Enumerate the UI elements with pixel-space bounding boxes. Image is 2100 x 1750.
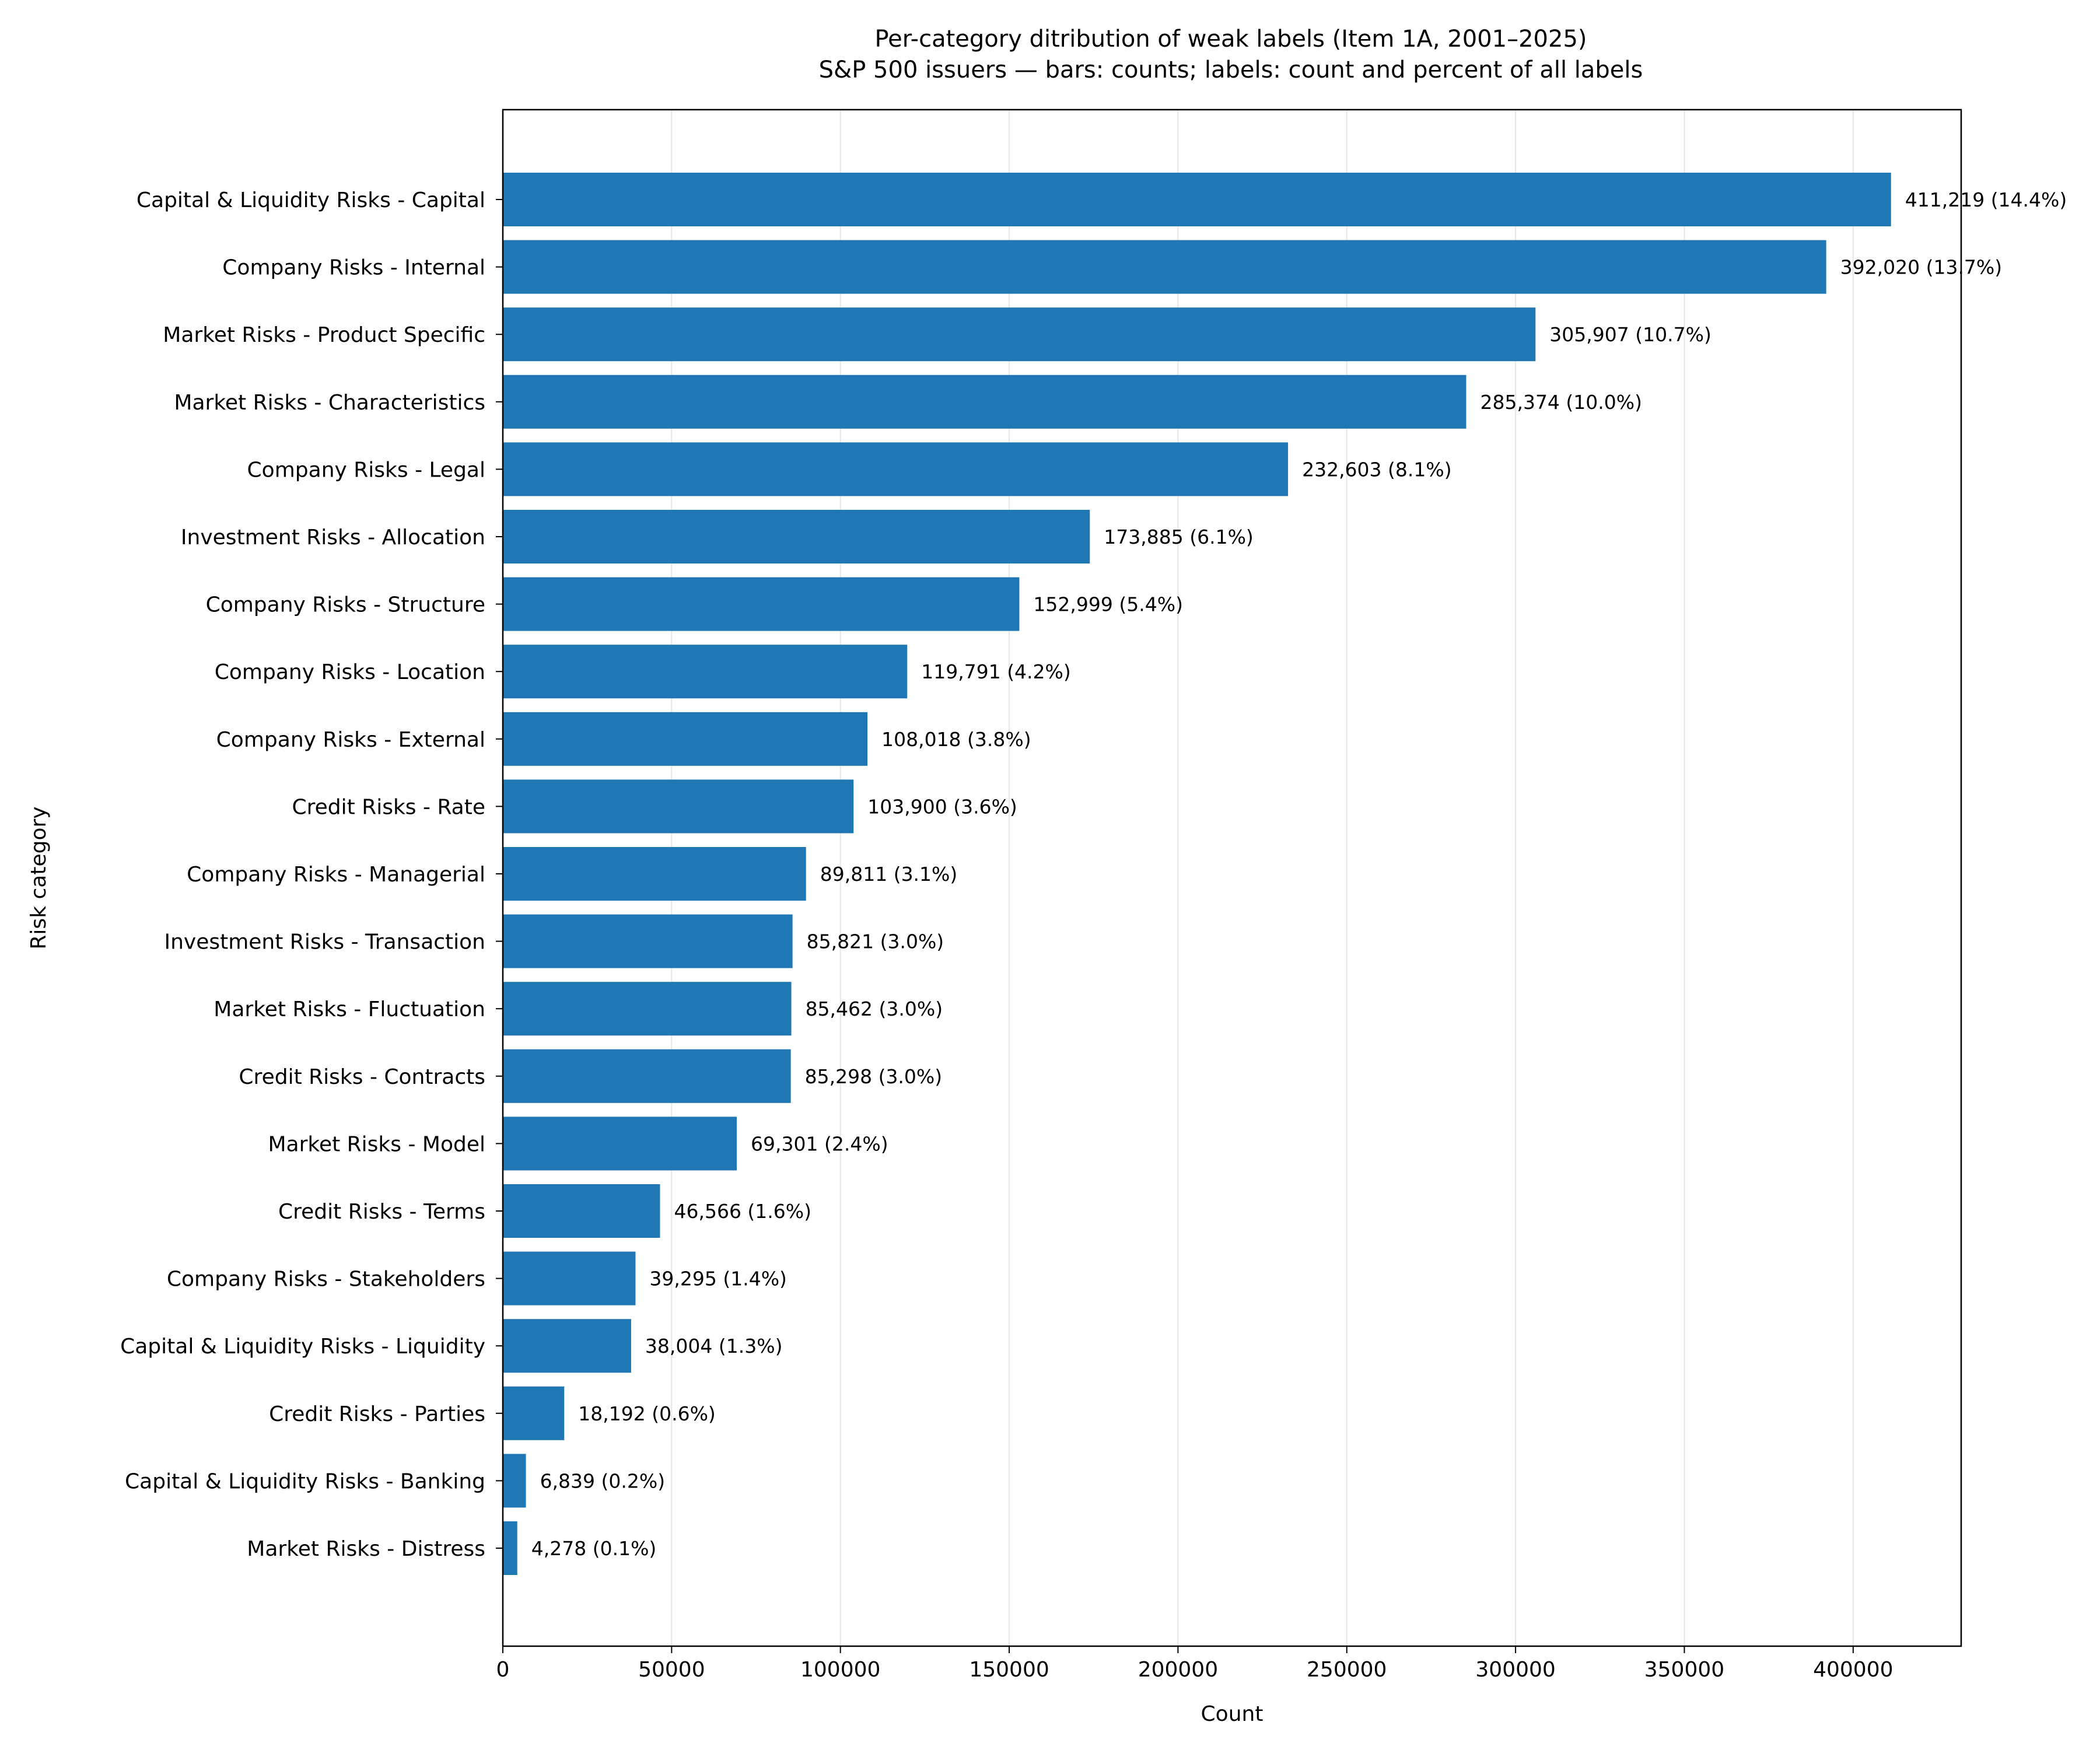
x-tick-label: 400000: [1813, 1658, 1893, 1682]
data-label: 18,192 (0.6%): [578, 1402, 716, 1425]
data-label: 103,900 (3.6%): [867, 795, 1017, 818]
bar: [503, 307, 1536, 362]
bar: [503, 240, 1826, 294]
y-tick-label: Market Risks - Distress: [247, 1537, 485, 1561]
y-tick-label: Investment Risks - Allocation: [181, 526, 485, 550]
y-tick-label: Credit Risks - Contracts: [239, 1065, 485, 1089]
data-label: 46,566 (1.6%): [674, 1200, 811, 1223]
plot-frame: [502, 108, 1962, 1647]
y-tick-label: Capital & Liquidity Risks - Banking: [125, 1469, 485, 1493]
bar: [503, 1251, 636, 1306]
bar: [503, 712, 868, 766]
y-tick-labels: Capital & Liquidity Risks - Capital Compa…: [120, 188, 503, 1561]
bar: [503, 779, 854, 834]
bar: [503, 982, 792, 1036]
data-label: 38,004 (1.3%): [645, 1335, 783, 1357]
x-tick-label: 200000: [1138, 1658, 1218, 1682]
bar: [503, 1521, 517, 1575]
data-label: 392,020 (13.7%): [1840, 256, 2003, 279]
y-tick-label: Market Risks - Product Specific: [163, 323, 485, 347]
bar: [503, 1116, 737, 1171]
x-tick-label: 150000: [969, 1658, 1049, 1682]
bar: [503, 374, 1466, 429]
y-tick-label: Market Risks - Fluctuation: [214, 998, 485, 1021]
bar: [503, 645, 908, 699]
y-tick-label: Credit Risks - Rate: [292, 795, 485, 819]
x-axis-label: Count: [1201, 1702, 1264, 1726]
bar: [503, 510, 1090, 564]
y-tick-label: Company Risks - Internal: [222, 256, 485, 280]
data-label: 4,278 (0.1%): [531, 1537, 657, 1560]
data-label: 108,018 (3.8%): [881, 728, 1031, 751]
data-label: 119,791 (4.2%): [921, 660, 1071, 683]
y-tick-label: Capital & Liquidity Risks - Capital: [136, 188, 485, 212]
y-tick-label: Capital & Liquidity Risks - Liquidity: [120, 1335, 485, 1359]
y-tick-label: Company Risks - Structure: [206, 593, 485, 617]
x-tick-label: 300000: [1475, 1658, 1555, 1682]
y-tick-label: Company Risks - Stakeholders: [167, 1268, 485, 1292]
y-axis-label: Risk category: [27, 806, 51, 949]
y-tick-label: Company Risks - Legal: [247, 458, 485, 482]
data-labels: 411,219 (14.4%) 392,020 (13.7%) 305,907 (1…: [531, 188, 2067, 1560]
y-tick-label: Market Risks - Model: [268, 1132, 485, 1156]
bars: [503, 173, 1891, 1575]
data-label: 85,298 (3.0%): [805, 1065, 943, 1088]
bar: [503, 1184, 660, 1238]
data-label: 69,301 (2.4%): [751, 1132, 888, 1155]
bar: [503, 1049, 791, 1103]
x-tick-label: 350000: [1644, 1658, 1724, 1682]
data-label: 305,907 (10.7%): [1549, 323, 1712, 346]
y-tick-label: Company Risks - Location: [215, 660, 485, 684]
data-label: 85,462 (3.0%): [806, 998, 943, 1020]
y-tick-label: Investment Risks - Transaction: [164, 930, 485, 954]
chart-title: Per-category ditribution of weak labels …: [874, 26, 1587, 52]
data-label: 89,811 (3.1%): [820, 863, 958, 886]
bar: [503, 1454, 526, 1508]
data-label: 152,999 (5.4%): [1033, 593, 1183, 616]
bar: [503, 914, 793, 968]
x-tick-label: 250000: [1307, 1658, 1387, 1682]
x-tick-label: 0: [496, 1658, 510, 1682]
data-label: 411,219 (14.4%): [1905, 188, 2067, 211]
y-tick-label: Credit Risks - Terms: [278, 1200, 485, 1224]
y-tick-label: Credit Risks - Parties: [269, 1402, 485, 1426]
bar: [503, 847, 806, 901]
bar: [503, 1386, 565, 1440]
y-tick-label: Company Risks - External: [216, 728, 485, 752]
bar: [503, 442, 1289, 496]
data-label: 85,821 (3.0%): [807, 930, 944, 953]
data-label: 173,885 (6.1%): [1104, 526, 1254, 548]
data-label: 232,603 (8.1%): [1302, 458, 1452, 481]
x-tick-label: 100000: [800, 1658, 880, 1682]
bar: [503, 1319, 631, 1373]
y-tick-label: Market Risks - Characteristics: [174, 391, 485, 415]
x-tick-label: 50000: [638, 1658, 705, 1682]
data-label: 6,839 (0.2%): [540, 1469, 666, 1492]
bar: [503, 577, 1020, 631]
data-label: 39,295 (1.4%): [649, 1268, 787, 1290]
bar: [503, 173, 1891, 226]
y-tick-label: Company Risks - Managerial: [187, 863, 485, 887]
chart-subtitle: S&P 500 issuers — bars: counts; labels: …: [819, 57, 1643, 83]
grid-lines: [502, 110, 1854, 1646]
data-label: 285,374 (10.0%): [1480, 391, 1642, 414]
x-tick-labels: 0 50000 100000 150000 200000 250000 300000 3500…: [496, 1646, 1894, 1682]
